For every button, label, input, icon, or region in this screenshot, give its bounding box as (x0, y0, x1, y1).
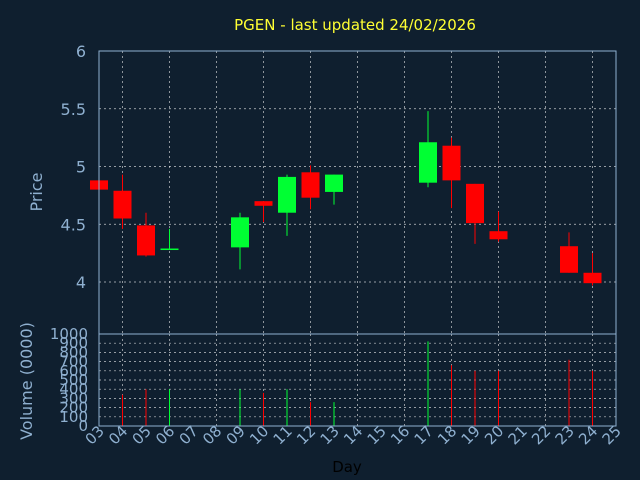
volume-panel-frame (98, 333, 617, 427)
candle-body (113, 190, 132, 219)
price-tick-label: 5.5 (61, 100, 86, 119)
volume-tick-label: 100 (59, 408, 88, 426)
price-tick-label: 5 (76, 158, 86, 177)
volume-tick-label: 200 (59, 399, 88, 417)
volume-tick-label: 0 (78, 417, 88, 435)
volume-tick-label: 500 (59, 371, 88, 389)
volume-tick-label: 700 (59, 353, 88, 371)
candle-body (137, 225, 155, 256)
candle-body (160, 248, 179, 251)
candle-body (278, 176, 296, 213)
chart-title: PGEN - last updated 24/02/2026 (234, 16, 476, 34)
volume-tick-label: 600 (59, 362, 88, 380)
candle-body (560, 246, 578, 273)
volume-tick-label: 1000 (50, 325, 88, 343)
x-axis: 0304050607080910111213141516171819202122… (82, 422, 625, 448)
candle-body (254, 201, 273, 206)
candle-body (583, 272, 602, 284)
price-axis-label: Price (27, 172, 46, 211)
volume-axis-label: Volume (0000) (17, 322, 36, 440)
volume-tick-label: 900 (59, 334, 88, 352)
volume-tick-label: 800 (59, 343, 88, 361)
candle-body (301, 172, 320, 198)
volume-tick-label: 300 (59, 389, 88, 407)
price-tick-label: 4.5 (61, 215, 86, 234)
volume-tick-label: 400 (59, 380, 88, 398)
price-panel: 4 4.5 5 5.5 6 (61, 42, 617, 335)
price-tick-label: 6 (76, 42, 86, 61)
price-tick-label: 4 (76, 273, 86, 292)
candle-body (489, 231, 508, 240)
candle-body (419, 142, 437, 183)
candle-body (231, 217, 249, 248)
x-axis-label: Day (332, 458, 362, 476)
candle-body (466, 183, 484, 224)
candle-body (442, 145, 461, 181)
candle-body (325, 174, 343, 192)
